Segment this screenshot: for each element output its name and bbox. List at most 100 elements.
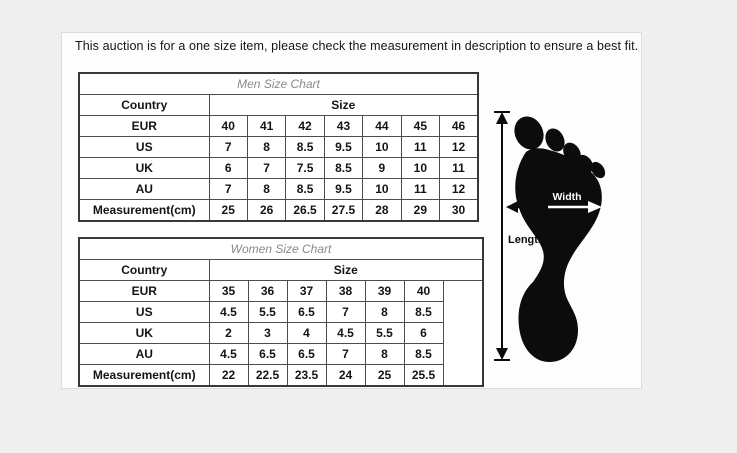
cell: 25 xyxy=(208,199,248,222)
cell: 39 xyxy=(364,280,405,302)
size-header: Size xyxy=(208,259,484,281)
big-toe xyxy=(514,116,544,150)
cell: 22 xyxy=(208,364,249,387)
row-label: US xyxy=(78,301,210,323)
size-header: Size xyxy=(208,94,479,116)
cell: 36 xyxy=(247,280,288,302)
cell: 40 xyxy=(403,280,444,302)
second-toe xyxy=(545,128,565,152)
men-size-chart-table: Men Size Chart Country Size EUR 40 41 42… xyxy=(78,72,479,222)
cell: 11 xyxy=(400,136,441,158)
cell: 9 xyxy=(362,157,402,179)
content-panel: This auction is for a one size item, ple… xyxy=(61,32,642,389)
men-chart-title: Men Size Chart xyxy=(78,72,479,95)
cell: 7 xyxy=(208,178,248,200)
country-header: Country xyxy=(78,259,210,281)
row-label: UK xyxy=(78,157,210,179)
cell: 6.5 xyxy=(286,301,327,323)
cell: 41 xyxy=(246,115,287,137)
cell: 43 xyxy=(323,115,364,137)
cell: 12 xyxy=(439,178,479,200)
cell: 37 xyxy=(286,280,327,302)
cell: 8.5 xyxy=(285,178,325,200)
cell: 5.5 xyxy=(364,322,405,344)
women-size-chart-table: Women Size Chart Country Size EUR 35 36 … xyxy=(78,237,484,387)
cell: 40 xyxy=(208,115,248,137)
foot-silhouette xyxy=(514,116,606,363)
cell: 27.5 xyxy=(323,199,364,222)
cell: 22.5 xyxy=(247,364,288,387)
cell: 9.5 xyxy=(323,136,364,158)
cell: 4 xyxy=(286,322,327,344)
cell: 35 xyxy=(208,280,249,302)
empty-cell xyxy=(442,280,484,387)
length-arrow xyxy=(494,111,510,361)
table-row: US 7 8 8.5 9.5 10 11 12 xyxy=(78,136,479,158)
table-row: AU 7 8 8.5 9.5 10 11 12 xyxy=(78,178,479,200)
row-label: UK xyxy=(78,322,210,344)
cell: 8.5 xyxy=(403,301,444,323)
cell: 6 xyxy=(208,157,248,179)
cell: 38 xyxy=(325,280,366,302)
row-label: EUR xyxy=(78,115,210,137)
cell: 25 xyxy=(364,364,405,387)
row-label: Measurement(cm) xyxy=(78,364,210,387)
width-arrow xyxy=(506,201,602,213)
country-header: Country xyxy=(78,94,210,116)
cell: 4.5 xyxy=(208,301,249,323)
cell: 6 xyxy=(403,322,444,344)
cell: 28 xyxy=(362,199,402,222)
table-title-row: Women Size Chart xyxy=(78,237,484,260)
pinky-toe xyxy=(590,161,606,179)
table-title-row: Men Size Chart xyxy=(78,72,479,95)
cell: 11 xyxy=(439,157,479,179)
cell: 8 xyxy=(246,136,287,158)
cell: 46 xyxy=(439,115,479,137)
women-chart-title: Women Size Chart xyxy=(78,237,484,260)
table-row: US 4.5 5.5 6.5 7 8 8.5 xyxy=(78,301,483,323)
cell: 2 xyxy=(208,322,249,344)
cell: 4.5 xyxy=(325,322,366,344)
row-label: Measurement(cm) xyxy=(78,199,210,222)
cell: 10 xyxy=(362,136,402,158)
row-label: US xyxy=(78,136,210,158)
cell: 24 xyxy=(325,364,366,387)
cell: 11 xyxy=(400,178,441,200)
table-row: EUR 40 41 42 43 44 45 46 xyxy=(78,115,479,137)
cell: 9.5 xyxy=(323,178,364,200)
table-row: Measurement(cm) 25 26 26.5 27.5 28 29 30 xyxy=(78,199,479,222)
cell: 7 xyxy=(208,136,248,158)
table-header-row: Country Size xyxy=(78,259,484,281)
cell: 26 xyxy=(246,199,287,222)
length-label: Length xyxy=(508,234,545,246)
cell: 4.5 xyxy=(208,343,249,365)
table-row: Measurement(cm) 22 22.5 23.5 24 25 25.5 xyxy=(78,364,483,387)
cell: 10 xyxy=(362,178,402,200)
cell: 8 xyxy=(246,178,287,200)
cell: 10 xyxy=(400,157,441,179)
table-row: EUR 35 36 37 38 39 40 xyxy=(78,280,484,387)
width-label: Width xyxy=(552,191,581,203)
table-row: AU 4.5 6.5 6.5 7 8 8.5 xyxy=(78,343,483,365)
footprint-diagram-svg: Length Width xyxy=(494,111,606,363)
cell: 42 xyxy=(285,115,325,137)
table-header-row: Country Size xyxy=(78,94,479,116)
cell: 8 xyxy=(364,301,405,323)
table-row: UK 2 3 4 4.5 5.5 6 xyxy=(78,322,483,344)
cell: 8 xyxy=(364,343,405,365)
row-label: AU xyxy=(78,178,210,200)
fourth-toe xyxy=(576,154,594,174)
cell: 5.5 xyxy=(247,301,288,323)
cell: 45 xyxy=(400,115,441,137)
table-row: UK 6 7 7.5 8.5 9 10 11 xyxy=(78,157,479,179)
cell: 8.5 xyxy=(323,157,364,179)
cell: 30 xyxy=(439,199,479,222)
cell: 44 xyxy=(362,115,402,137)
cell: 26.5 xyxy=(285,199,325,222)
cell: 7 xyxy=(325,343,366,365)
cell: 29 xyxy=(400,199,441,222)
row-label: AU xyxy=(78,343,210,365)
cell: 7.5 xyxy=(285,157,325,179)
cell: 8.5 xyxy=(285,136,325,158)
